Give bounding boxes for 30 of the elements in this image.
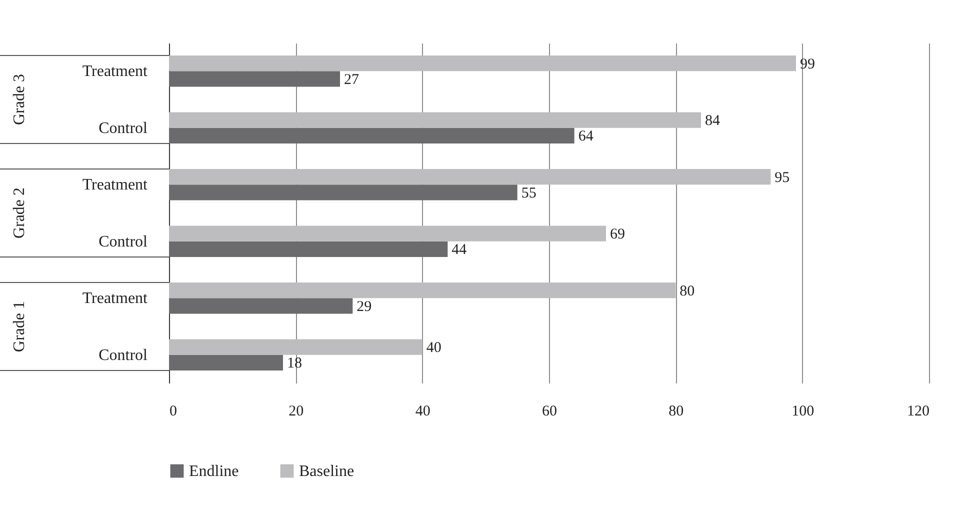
text: Grade 3	[11, 74, 28, 126]
data-label: 64	[578, 128, 594, 145]
y-tick-label: Treatment	[82, 290, 148, 308]
data-label: 84	[705, 113, 720, 130]
y-tick-label: Control	[98, 233, 148, 250]
x-tick-label: 0	[170, 404, 177, 420]
y-tick-label: Treatment	[82, 176, 148, 194]
data-label: 95	[774, 170, 790, 186]
x-tick-label: 40	[415, 404, 430, 420]
y-tick-label: Control	[98, 120, 148, 137]
data-label: 69	[610, 226, 625, 243]
text: Grade 2	[11, 187, 28, 239]
data-label: 44	[452, 242, 468, 258]
x-tick-label: 100	[792, 404, 814, 420]
legend-label: Endline	[189, 463, 239, 480]
data-label: 40	[426, 340, 442, 356]
y-tick-label: Treatment	[82, 63, 148, 80]
x-tick-label: 20	[288, 404, 304, 420]
data-label: 99	[800, 56, 815, 72]
data-label: 29	[356, 298, 372, 315]
y-tick-label: Control	[98, 346, 148, 364]
data-label: 18	[287, 356, 302, 372]
data-label: 27	[344, 72, 360, 88]
legend-label: Baseline	[299, 463, 354, 480]
data-label: 80	[680, 283, 695, 300]
x-tick-label: 120	[907, 404, 930, 420]
x-tick-label: 60	[542, 404, 557, 420]
text: Grade 1	[11, 300, 28, 352]
data-label: 55	[521, 185, 536, 202]
x-tick-label: 80	[668, 404, 684, 420]
